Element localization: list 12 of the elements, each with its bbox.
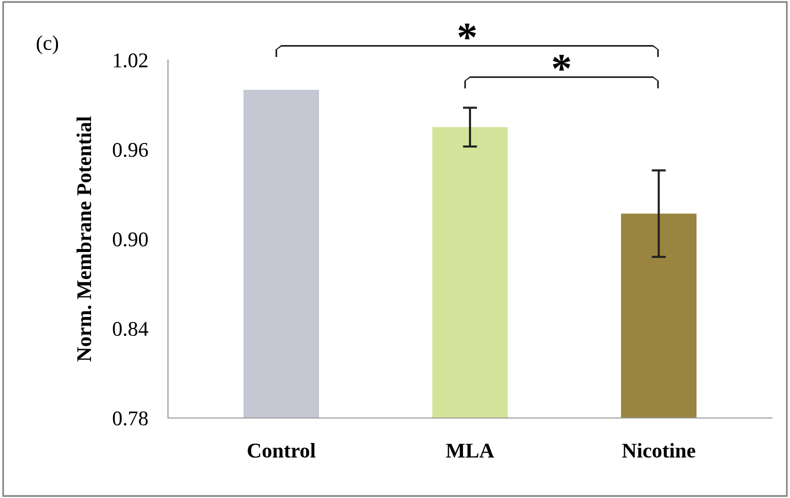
annotation: * <box>552 54 570 71</box>
text: * <box>458 24 476 40</box>
y-tick-label: 0.90 <box>112 232 148 247</box>
y-axis-title: Norm. Membrane Potential <box>76 116 92 362</box>
y-tick-label: 1.02 <box>114 53 148 68</box>
y-tick-label: 0.96 <box>112 142 148 158</box>
x-tick-label: Control <box>248 443 316 458</box>
text: (c) <box>36 35 58 54</box>
x-tick-label: Nicotine <box>622 443 696 458</box>
x-tick-label: MLA <box>446 444 494 458</box>
y-tick-label: 0.78 <box>112 411 148 426</box>
y-tick-label: 0.84 <box>112 322 148 336</box>
